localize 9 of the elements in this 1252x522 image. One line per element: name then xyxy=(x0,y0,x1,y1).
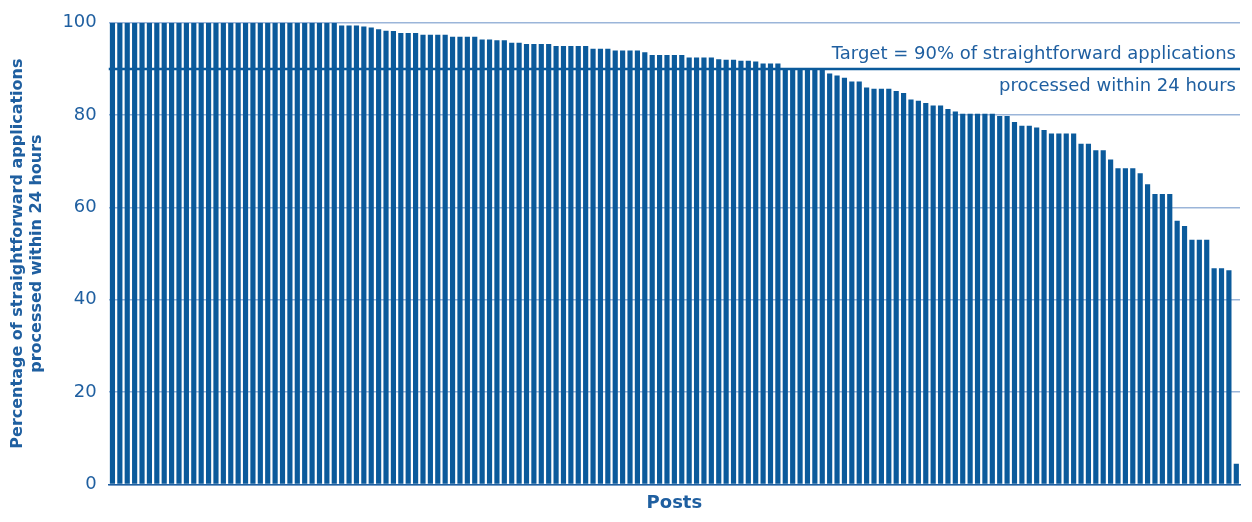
y-tick-label: 60 xyxy=(73,195,97,217)
y-tick-label: 100 xyxy=(62,10,97,32)
y-tick-label: 0 xyxy=(85,472,97,494)
ref-line-label: Target = 90% of straightforward applications processed within 24 hours xyxy=(830,41,1236,95)
y-axis-title: Percentage of straightforward applications processed within 24 hours xyxy=(6,58,45,449)
y-tick-label: 80 xyxy=(73,102,97,124)
y-tick-label: 40 xyxy=(73,287,97,309)
x-axis-title: Posts xyxy=(646,490,703,512)
y-tick-label: 20 xyxy=(73,379,97,401)
